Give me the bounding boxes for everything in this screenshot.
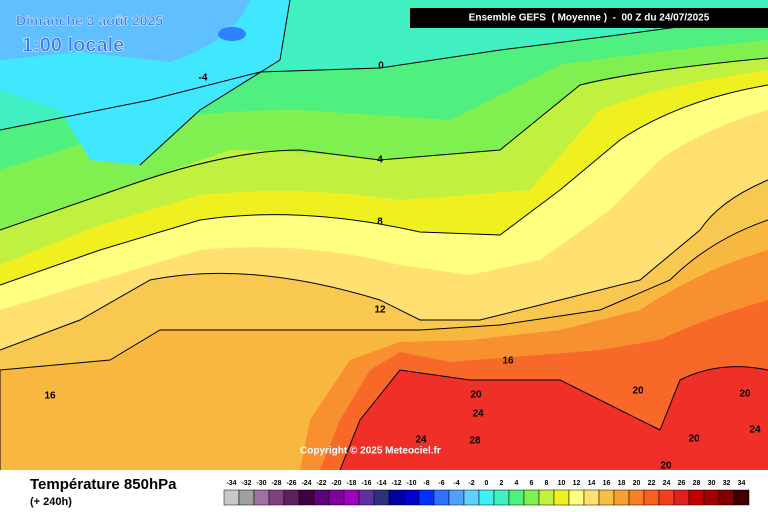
contour-label: 4: [377, 155, 383, 166]
contour-label: 16: [44, 391, 56, 402]
scale-label: 34: [738, 480, 746, 487]
scale-swatch: [538, 489, 555, 506]
scale-label: -20: [331, 480, 341, 487]
scale-swatch: [373, 489, 390, 506]
scale-label: 28: [693, 480, 701, 487]
scale-label: -12: [391, 480, 401, 487]
scale-label: -4: [453, 480, 459, 487]
scale-label: 4: [515, 480, 519, 487]
scale-label: 24: [663, 480, 671, 487]
scale-swatch: [253, 489, 270, 506]
scale-label: -10: [406, 480, 416, 487]
scale-label: 6: [530, 480, 534, 487]
contour-label: 20: [739, 389, 751, 400]
scale-swatch: [403, 489, 420, 506]
scale-label: 16: [603, 480, 611, 487]
scale-swatch: [643, 489, 660, 506]
scale-label: 30: [708, 480, 716, 487]
scale-label: 14: [588, 480, 596, 487]
scale-label: 8: [545, 480, 549, 487]
scale-swatch: [283, 489, 300, 506]
contour-label: -4: [199, 73, 208, 84]
scale-label: -2: [468, 480, 474, 487]
scale-swatch: [478, 489, 495, 506]
scale-swatch: [328, 489, 345, 506]
scale-label: -34: [226, 480, 236, 487]
scale-label: -26: [286, 480, 296, 487]
isotherms: [0, 0, 768, 471]
model-info: Ensemble GEFS ( Moyenne ) - 00 Z du 24/0…: [469, 13, 710, 24]
temperature-field: [0, 0, 768, 470]
contour-label: 12: [374, 305, 386, 316]
scale-swatch: [688, 489, 705, 506]
scale-swatch: [718, 489, 735, 506]
scale-swatch: [418, 489, 435, 506]
scale-swatch: [463, 489, 480, 506]
map-time: 1:00 locale: [22, 34, 124, 56]
scale-label: -24: [301, 480, 311, 487]
map-date: Dimanche 3 août 2025: [16, 13, 163, 29]
scale-swatch: [583, 489, 600, 506]
scale-label: -18: [346, 480, 356, 487]
contour-label: 24: [415, 435, 427, 446]
scale-swatch: [448, 489, 465, 506]
parameter: Température 850hPa: [30, 476, 177, 493]
scale-label: 32: [723, 480, 731, 487]
scale-swatch: [733, 489, 750, 506]
scale-swatch: [433, 489, 450, 506]
model-banner: [410, 8, 768, 28]
scale-label: -30: [256, 480, 266, 487]
scale-swatch: [598, 489, 615, 506]
contour-label: 20: [688, 434, 700, 445]
contour-label: 28: [469, 436, 481, 447]
lead-time: (+ 240h): [30, 496, 72, 508]
scale-label: -32: [241, 480, 251, 487]
scale-swatch: [568, 489, 585, 506]
contour-labels: -4 0 4 8 12 16 16 20 24 24 28 20 20 24 2…: [44, 61, 761, 472]
scale-swatch: [298, 489, 315, 506]
scale-swatch: [553, 489, 570, 506]
scale-label: -22: [316, 480, 326, 487]
scale-swatch: [508, 489, 525, 506]
scale-swatch: [358, 489, 375, 506]
scale-label: -16: [361, 480, 371, 487]
color-scale: -34 -32 -30 -28 -26 -24 -22 -20 -18 -16 -14 -12 -10-…: [223, 480, 750, 506]
scale-label: -8: [423, 480, 429, 487]
contour-label: 24: [472, 409, 484, 420]
scale-swatch: [223, 489, 240, 506]
contour-label: 24: [749, 425, 761, 436]
contour-label: 20: [632, 386, 644, 397]
scale-label: -28: [271, 480, 281, 487]
contour-label: 16: [502, 356, 514, 367]
scale-label: 18: [618, 480, 626, 487]
contour-label: 20: [470, 390, 482, 401]
contour-label: 20: [660, 461, 672, 472]
scale-swatch: [388, 489, 405, 506]
scale-label: 12: [573, 480, 581, 487]
scale-label: 10: [558, 480, 566, 487]
scale-swatch: [493, 489, 510, 506]
scale-swatch: [268, 489, 285, 506]
scale-label: 26: [678, 480, 686, 487]
scale-swatch: [523, 489, 540, 506]
contour-label: 8: [377, 217, 383, 228]
scale-swatch: [658, 489, 675, 506]
scale-swatch: [628, 489, 645, 506]
scale-label: 0: [485, 480, 489, 487]
copyright: Copyright © 2025 Meteociel.fr: [300, 446, 441, 457]
scale-label: 20: [633, 480, 641, 487]
scale-swatch: [313, 489, 330, 506]
scale-label: 22: [648, 480, 656, 487]
scale-swatch: [238, 489, 255, 506]
scale-label: -14: [376, 480, 386, 487]
scale-label: -6: [438, 480, 444, 487]
scale-swatch: [343, 489, 360, 506]
scale-swatch: [613, 489, 630, 506]
contour-label: 0: [378, 61, 384, 72]
scale-label: 2: [500, 480, 504, 487]
scale-swatch: [673, 489, 690, 506]
scale-swatch: [703, 489, 720, 506]
